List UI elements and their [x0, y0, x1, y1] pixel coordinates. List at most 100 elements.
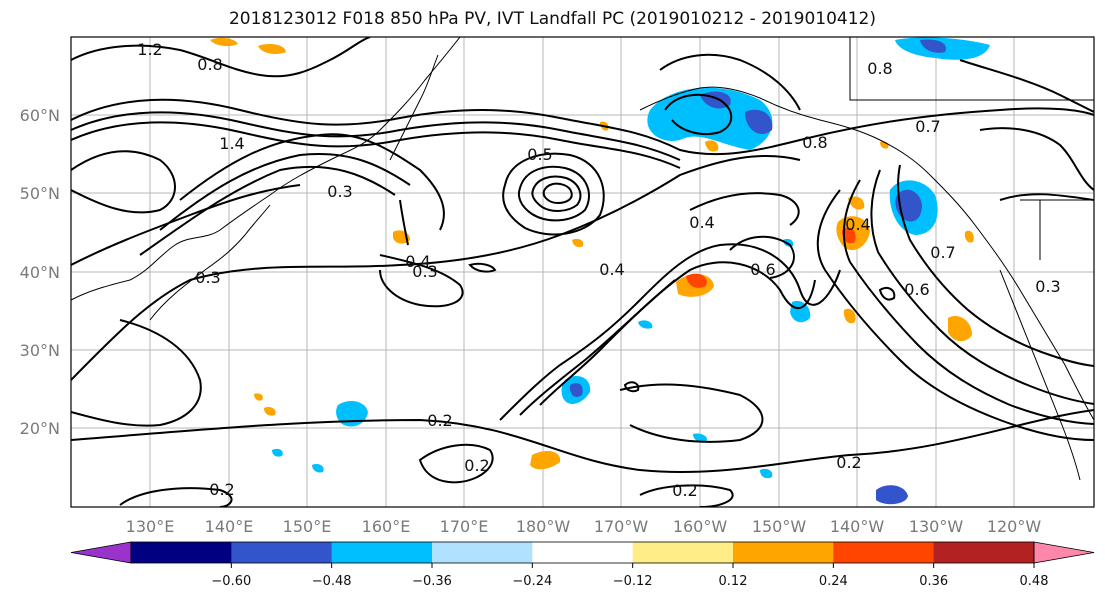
- positive-anomaly-patch: [210, 37, 238, 47]
- colorbar-tick-label: −0.60: [211, 574, 251, 589]
- longitude-label: 130°E: [126, 517, 175, 536]
- colorbar-extend-high: [1033, 541, 1095, 564]
- colorbar-segment: [231, 542, 333, 563]
- negative-anomaly-patch: [745, 109, 773, 134]
- negative-anomaly-patch: [272, 448, 283, 457]
- pv-contour-line: [418, 443, 494, 484]
- map-title: 2018123012 F018 850 hPa PV, IVT Landfall…: [228, 9, 876, 29]
- colorbar-segment: [131, 542, 232, 563]
- pv-contour-line: [979, 127, 1094, 191]
- border-line: [849, 37, 1094, 101]
- negative-anomaly-patch: [638, 320, 653, 329]
- alaska-coastline: [639, 86, 1094, 421]
- contour-label: 0.4: [845, 215, 870, 234]
- contour-label: 0.3: [412, 262, 437, 281]
- contour-label: 0.3: [195, 268, 220, 287]
- longitude-label: 140°E: [205, 517, 254, 536]
- colorbar-tick-label: −0.12: [613, 574, 653, 589]
- contour-label: 0.6: [750, 260, 775, 279]
- negative-anomaly-patch: [760, 468, 773, 479]
- negative-anomaly-patch: [693, 433, 707, 443]
- latitude-label: 40°N: [20, 263, 60, 282]
- pv-contour-line: [729, 235, 795, 279]
- positive-anomaly-patch: [842, 227, 856, 244]
- pv-contour-line: [159, 153, 411, 231]
- colorbar: −0.60 −0.48 −0.36 −0.24 −0.12 0.12 0.24 0.36 0.4…: [70, 541, 1095, 589]
- colorbar-frame: [130, 541, 1035, 564]
- pv-contour-line: [468, 262, 497, 273]
- contour-label: 0.8: [802, 133, 827, 152]
- pv-contour-line: [664, 93, 733, 136]
- contour-label: 0.8: [197, 55, 222, 74]
- colorbar-segment: [833, 542, 935, 563]
- contour-label: 0.2: [672, 481, 697, 500]
- pv-contour-line: [71, 155, 801, 381]
- pv-contour-line: [517, 165, 590, 222]
- colorbar-extend-low: [70, 541, 132, 564]
- plot-frame: [70, 36, 1095, 508]
- colorbar-segment: [632, 542, 734, 563]
- pv-contour-line: [623, 381, 640, 393]
- north-america-coastline: [999, 269, 1081, 481]
- contour-label: 0.8: [867, 59, 892, 78]
- pv-contour-line: [119, 487, 233, 507]
- japan-coastline: [149, 204, 271, 321]
- negative-anomaly-patch: [647, 87, 773, 150]
- negative-anomaly-patch: [920, 39, 946, 53]
- pv-contour-line: [959, 59, 1094, 113]
- pv-contour-line: [619, 383, 764, 443]
- asia-coastline: [71, 37, 461, 301]
- colorbar-segment: [733, 542, 834, 563]
- colorbar-tick-label: −0.48: [312, 574, 352, 589]
- pv-contour-line: [399, 199, 409, 246]
- contour-label: 0.2: [209, 480, 234, 499]
- latitude-labels: 20°N 30°N 40°N 50°N 60°N: [20, 106, 60, 438]
- coastlines: [71, 37, 1094, 481]
- contour-label: 0.2: [427, 411, 452, 430]
- pv-contour-line: [71, 37, 371, 78]
- pv-contour-line: [689, 192, 800, 226]
- colorbar-segment: [432, 542, 533, 563]
- colorbar-tick-label: −0.24: [512, 574, 552, 589]
- contour-label: 0.2: [836, 453, 861, 472]
- pv-contour-line: [816, 189, 1094, 441]
- colorbar-tick-label: 0.24: [819, 574, 848, 589]
- contour-label: 1.4: [219, 134, 244, 153]
- negative-anomaly-patch: [876, 485, 908, 505]
- pv-contour-line: [878, 287, 896, 301]
- positive-anomaly-patch: [848, 196, 865, 210]
- contour-label: 0.3: [1035, 277, 1060, 296]
- longitude-label: 150°E: [283, 517, 332, 536]
- latitude-label: 50°N: [20, 184, 60, 203]
- contour-label: 0.4: [689, 213, 714, 232]
- positive-anomaly-patch: [964, 230, 974, 243]
- longitude-label: 130°W: [909, 517, 964, 536]
- positive-anomaly-patch: [686, 273, 707, 288]
- colorbar-tick-label: −0.36: [412, 574, 452, 589]
- pv-contour-line: [531, 175, 582, 212]
- contour-label: 0.4: [405, 252, 430, 271]
- pv-contour-line: [179, 133, 445, 231]
- pv-contour-line: [542, 182, 573, 204]
- positive-anomaly-patch: [843, 308, 856, 324]
- longitude-label: 150°W: [752, 517, 807, 536]
- pv-contours: [71, 37, 1094, 507]
- positive-anomaly-patch: [254, 393, 263, 401]
- contour-labels: 0.2 0.20.20.20.20.30.30.4 0.40.50.60.60.70…: [137, 40, 1060, 500]
- pv-contour-line: [379, 254, 464, 308]
- pv-contour-line: [71, 184, 301, 266]
- longitude-label: 120°W: [987, 517, 1042, 536]
- pv-contour-line: [71, 319, 202, 427]
- contour-label: 0.3: [327, 182, 352, 201]
- colorbar-tick-label: 0.48: [1020, 574, 1049, 589]
- longitude-label: 180°W: [516, 517, 571, 536]
- kamchatka-coastline: [389, 54, 439, 161]
- negative-anomaly-patch: [312, 463, 324, 473]
- contour-label: 0.5: [527, 145, 552, 164]
- contour-label: 0.7: [915, 117, 940, 136]
- pv-contour-line: [870, 169, 1094, 405]
- pv-contour-line: [71, 150, 176, 214]
- pv-contour-line: [639, 484, 734, 507]
- longitude-label: 160°W: [673, 517, 728, 536]
